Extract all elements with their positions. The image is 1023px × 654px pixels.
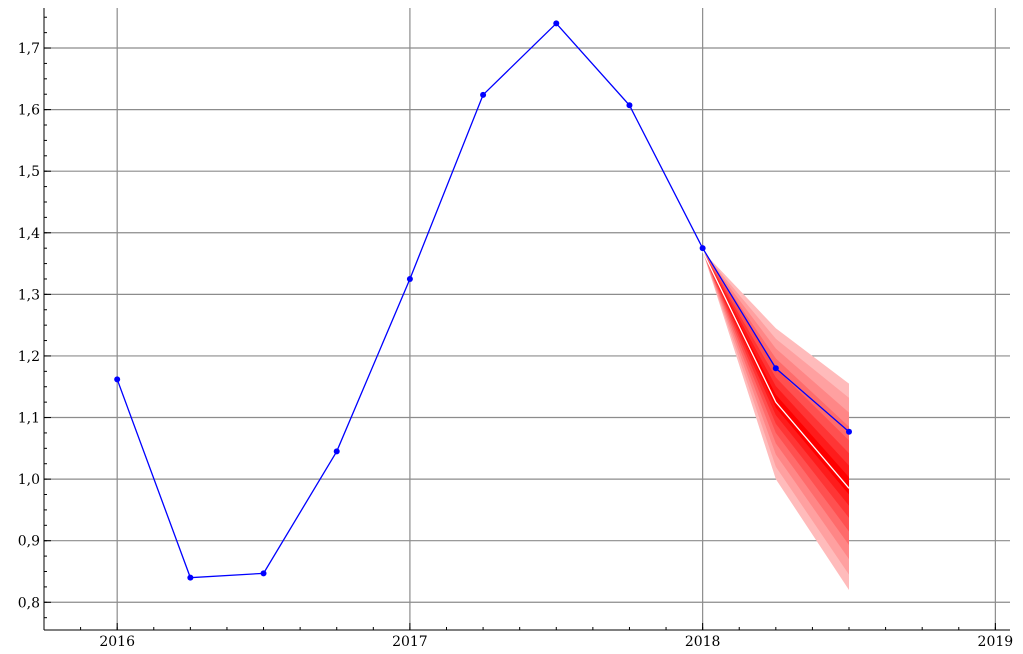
- y-tick-label: 1,6: [18, 103, 40, 119]
- y-tick-label: 1,4: [18, 226, 40, 242]
- data-point: [333, 448, 340, 455]
- y-tick-label: 1,7: [18, 41, 40, 57]
- y-tick-label: 1,3: [18, 287, 40, 303]
- y-tick-label: 1,1: [18, 411, 40, 427]
- grid-lines: [44, 8, 1010, 630]
- data-point: [406, 275, 413, 282]
- y-tick-label: 0,8: [18, 595, 40, 611]
- x-tick-label: 2019: [978, 634, 1014, 650]
- data-point: [480, 91, 487, 98]
- data-point: [553, 20, 560, 27]
- series-layer: [114, 20, 852, 581]
- x-tick-label: 2018: [685, 634, 721, 650]
- data-point: [187, 574, 194, 581]
- data-point: [626, 102, 633, 109]
- data-point: [260, 570, 267, 577]
- forecast-fan-bands: [702, 250, 850, 590]
- data-point: [699, 245, 706, 252]
- y-tick-label: 1,2: [18, 349, 40, 365]
- y-tick-label: 1,5: [18, 164, 40, 180]
- x-tick-label: 2017: [392, 634, 428, 650]
- y-tick-label: 0,9: [18, 534, 40, 550]
- data-point: [846, 428, 852, 435]
- y-tick-label: 1,0: [18, 472, 40, 488]
- forecast-median-line: [702, 250, 850, 489]
- x-tick-label: 2016: [99, 634, 135, 650]
- data-point: [772, 365, 779, 372]
- data-point: [114, 376, 121, 383]
- axes: [43, 8, 1010, 631]
- tick-labels: 0,8 0,9 1,0 1,1 1,2 1,3 1,4 1,5 1,6 1,7 2016 2017 20…: [18, 41, 1013, 650]
